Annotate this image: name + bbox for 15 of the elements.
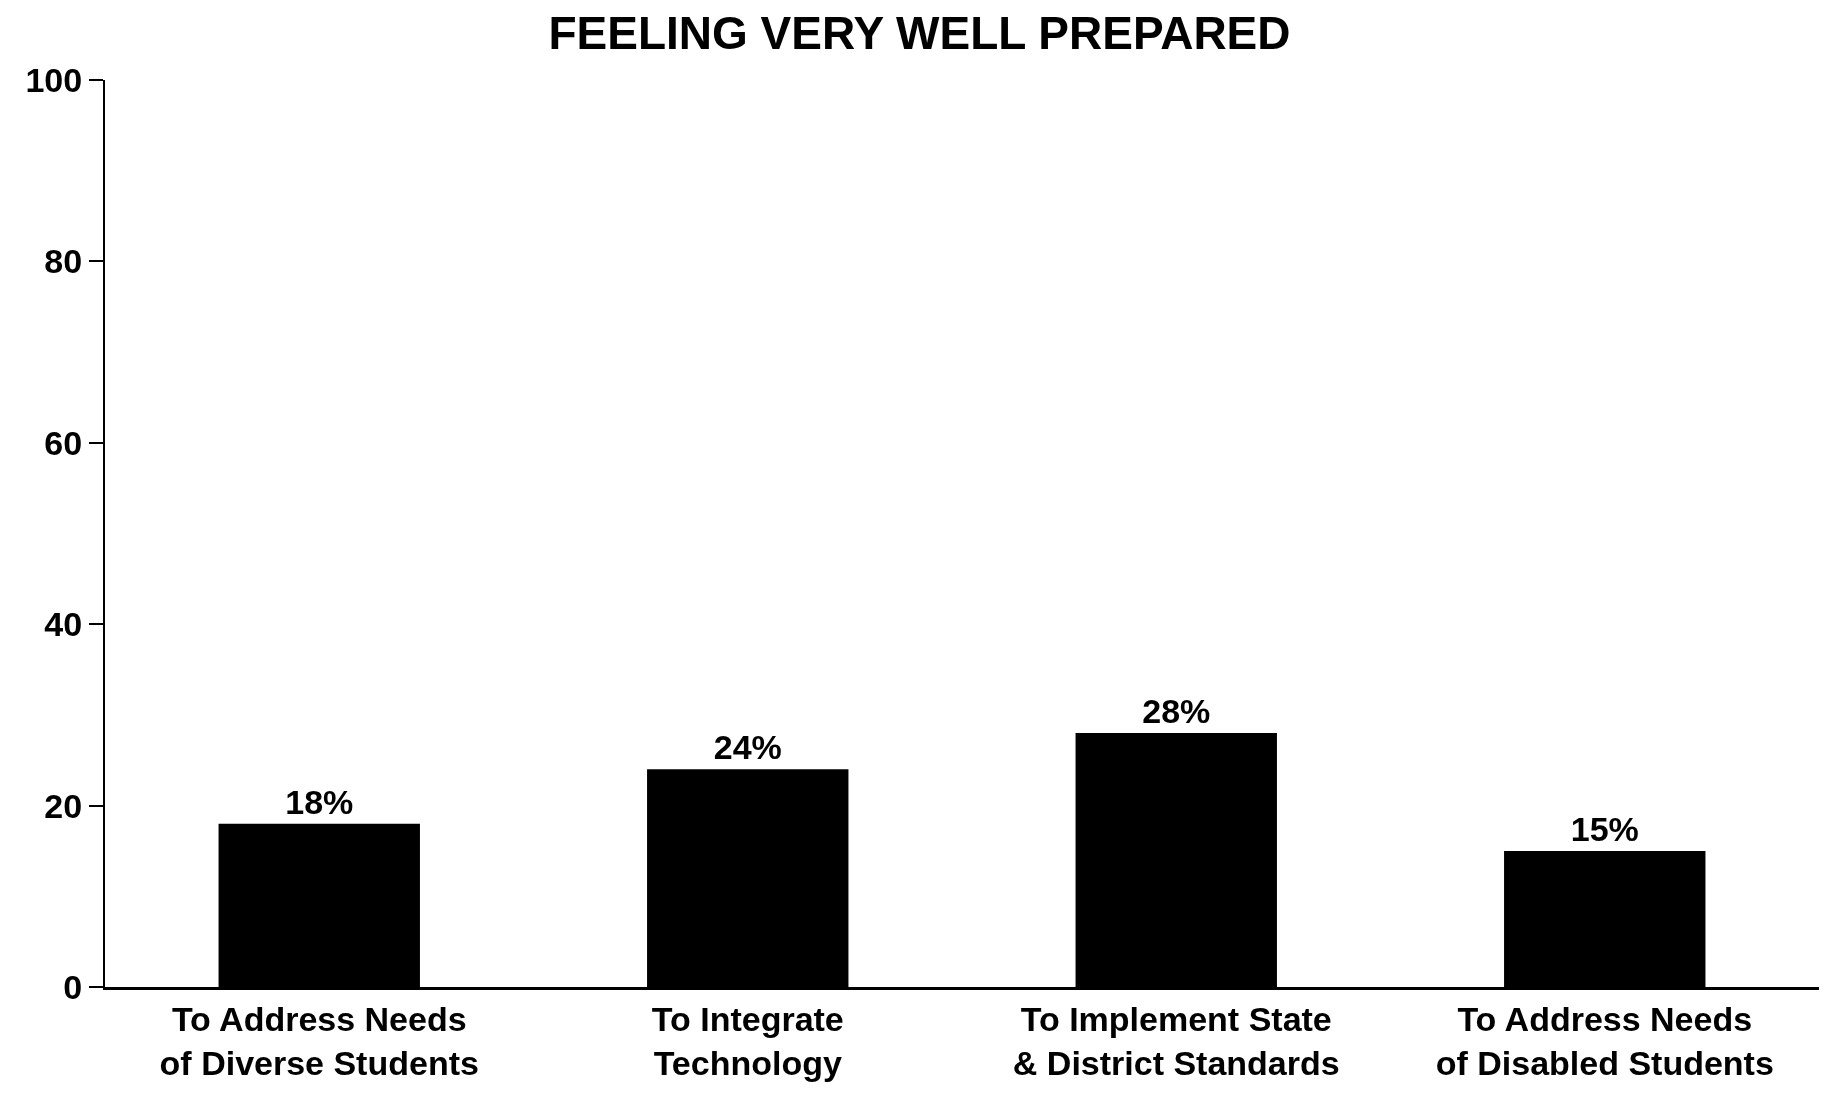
x-tick-label: To Address Needs of Disabled Students	[1435, 999, 1774, 1082]
data-label: 15%	[1570, 809, 1639, 848]
chart-title: FEELING VERY WELL PREPARED	[548, 6, 1291, 59]
data-label: 24%	[713, 728, 782, 767]
data-label: 18%	[285, 782, 354, 821]
x-tick-label: To Integrate Technology	[651, 999, 844, 1082]
y-tick-label: 0	[63, 967, 83, 1006]
y-tick-label: 100	[25, 60, 83, 99]
y-tick-label: 40	[44, 605, 83, 644]
y-tick-label: 60	[44, 423, 83, 462]
data-label: 28%	[1142, 692, 1211, 731]
y-tick-label: 80	[44, 242, 83, 281]
x-tick-label: To Implement State & District Standards	[1012, 999, 1340, 1082]
y-tick-label: 20	[44, 786, 83, 825]
x-tick-label: To Address Needs of Diverse Students	[159, 999, 479, 1082]
